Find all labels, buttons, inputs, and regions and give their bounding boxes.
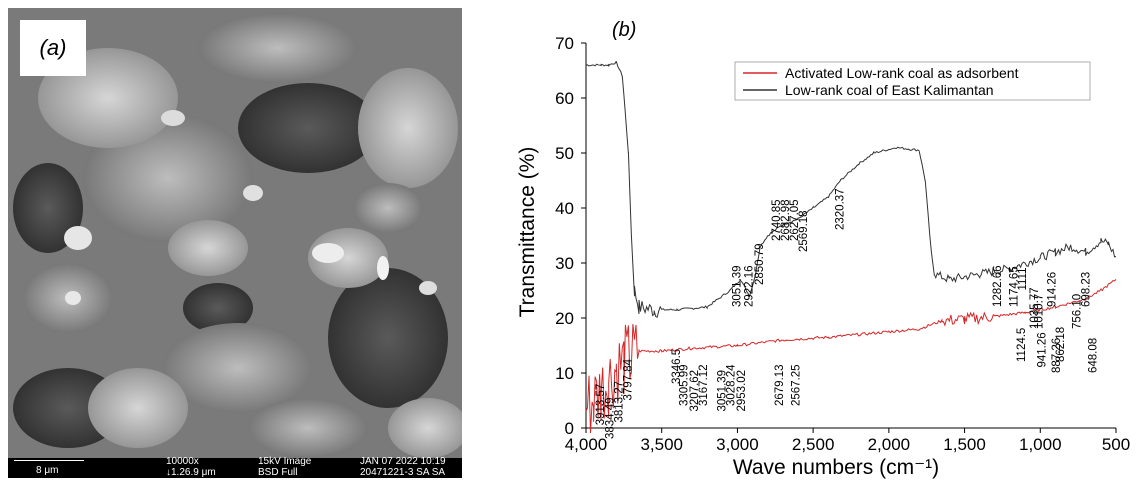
x-tick-label: 3,000 [716,435,759,454]
x-tick-label: 4,000 [565,435,608,454]
field-width: ↓1.26.9 μm [166,467,216,478]
x-tick-label: 3,500 [640,435,683,454]
peak-label-activated-coal: 3913.57 [595,384,607,426]
panel-a-label: (a) [20,20,86,76]
peak-label-activated-coal: 3167.12 [698,364,710,406]
y-tick-label: 50 [555,144,574,163]
x-tick-label: 1,500 [943,435,986,454]
y-tick-label: 0 [565,419,574,438]
sem-micrograph [8,8,462,478]
peak-label-raw-coal: 862.18 [1055,327,1067,362]
series-line-activated-coal [585,279,1117,434]
y-tick-label: 20 [555,309,574,328]
peak-label-raw-coal: 2627.05 [789,199,801,241]
sample-id: 20471221-3 SA SA [360,467,446,478]
peak-label-raw-coal: 1124.5 [1016,328,1028,362]
acquisition-date: JAN 07 2022 10:19 [360,456,446,467]
peak-label-raw-coal: 1111 [1017,267,1029,290]
x-axis-label: Wave numbers (cm⁻¹) [733,456,939,479]
panel-b-label: (b) [612,19,636,41]
y-tick-label: 30 [555,254,574,273]
peak-label-activated-coal: 3051.39 [716,370,728,412]
peak-label-activated-coal: 3834.49 [604,397,616,439]
x-tick-label: 500 [1102,435,1130,454]
peak-label-activated-coal: 3207.62 [689,370,701,412]
peak-label-activated-coal: 3797.84 [622,358,634,400]
peak-label-activated-coal: 2567.25 [791,364,803,406]
y-tick-label: 40 [555,199,574,218]
x-tick-label: 1,000 [1019,435,1062,454]
y-tick-label: 70 [555,34,574,53]
detector: BSD Full [258,467,298,478]
peak-label-raw-coal: 914.26 [1046,272,1058,307]
peak-label-activated-coal: 2679.13 [774,364,786,406]
peak-label-raw-coal: 1010.7 [1034,294,1046,329]
sem-image-panel: (a) 8 μm 10000x ↓1.26.9 μm 15kV Image BS… [8,8,462,478]
ftir-chart: (b) 4,000 3,500 3,000 2,500 2,000 1,500 1,000 5… [516,19,1130,479]
x-tick-label: 2,500 [792,435,835,454]
peak-label-raw-coal: 941.26 [1037,332,1049,367]
scale-bar-label: 8 μm [36,465,59,476]
peak-label-raw-coal: 2682.98 [780,199,792,241]
peak-label-raw-coal: 2740.85 [771,199,783,241]
x-tick-label: 2,000 [868,435,911,454]
peak-label-activated-coal: 2953.02 [736,370,748,412]
peak-label-raw-coal: 887.26 [1051,338,1063,373]
peak-label-raw-coal: 648.08 [1087,338,1099,373]
y-tick-label: 60 [555,89,574,108]
peak-label-raw-coal: 2850.79 [754,243,766,285]
peak-label-raw-coal: 3051.39 [732,265,744,307]
series-line-low-rank-coal [585,61,1117,318]
peak-label-activated-coal: 3305.99 [679,364,691,406]
peak-label-raw-coal: 2922.16 [744,265,756,307]
peak-label-activated-coal: 3346.5 [671,349,683,384]
peak-label-raw-coal: 2320.37 [834,188,846,230]
legend-box [734,61,1091,101]
peak-label-raw-coal: 1282.66 [992,265,1004,307]
peak-label-raw-coal: 1035.77 [1029,287,1041,329]
y-tick-label: 10 [555,364,574,383]
legend-entry: Activated Low-rank coal as adsorbent [785,65,1019,81]
peak-label-raw-coal: 1174.65 [1009,266,1021,307]
peak-label-activated-coal: 3813.27 [613,381,625,423]
peak-label-raw-coal: 756.10 [1071,294,1083,329]
peak-label-raw-coal: 698.23 [1081,272,1093,307]
sem-info-bar: 8 μm 10000x ↓1.26.9 μm 15kV Image BSD Fu… [8,456,462,478]
voltage-mode: 15kV Image [258,456,312,467]
ftir-chart-panel: (b) 4,000 3,500 3,000 2,500 2,000 1,500 1,000 5… [490,0,1136,484]
magnification: 10000x [166,456,199,467]
peak-label-raw-coal: 2569.18 [798,210,810,252]
peak-label-activated-coal: 3028.24 [725,364,737,406]
y-axis-label: Transmittance (%) [516,147,539,318]
legend-entry: Low-rank coal of East Kalimantan [785,82,994,98]
scale-bar-line [14,460,84,461]
